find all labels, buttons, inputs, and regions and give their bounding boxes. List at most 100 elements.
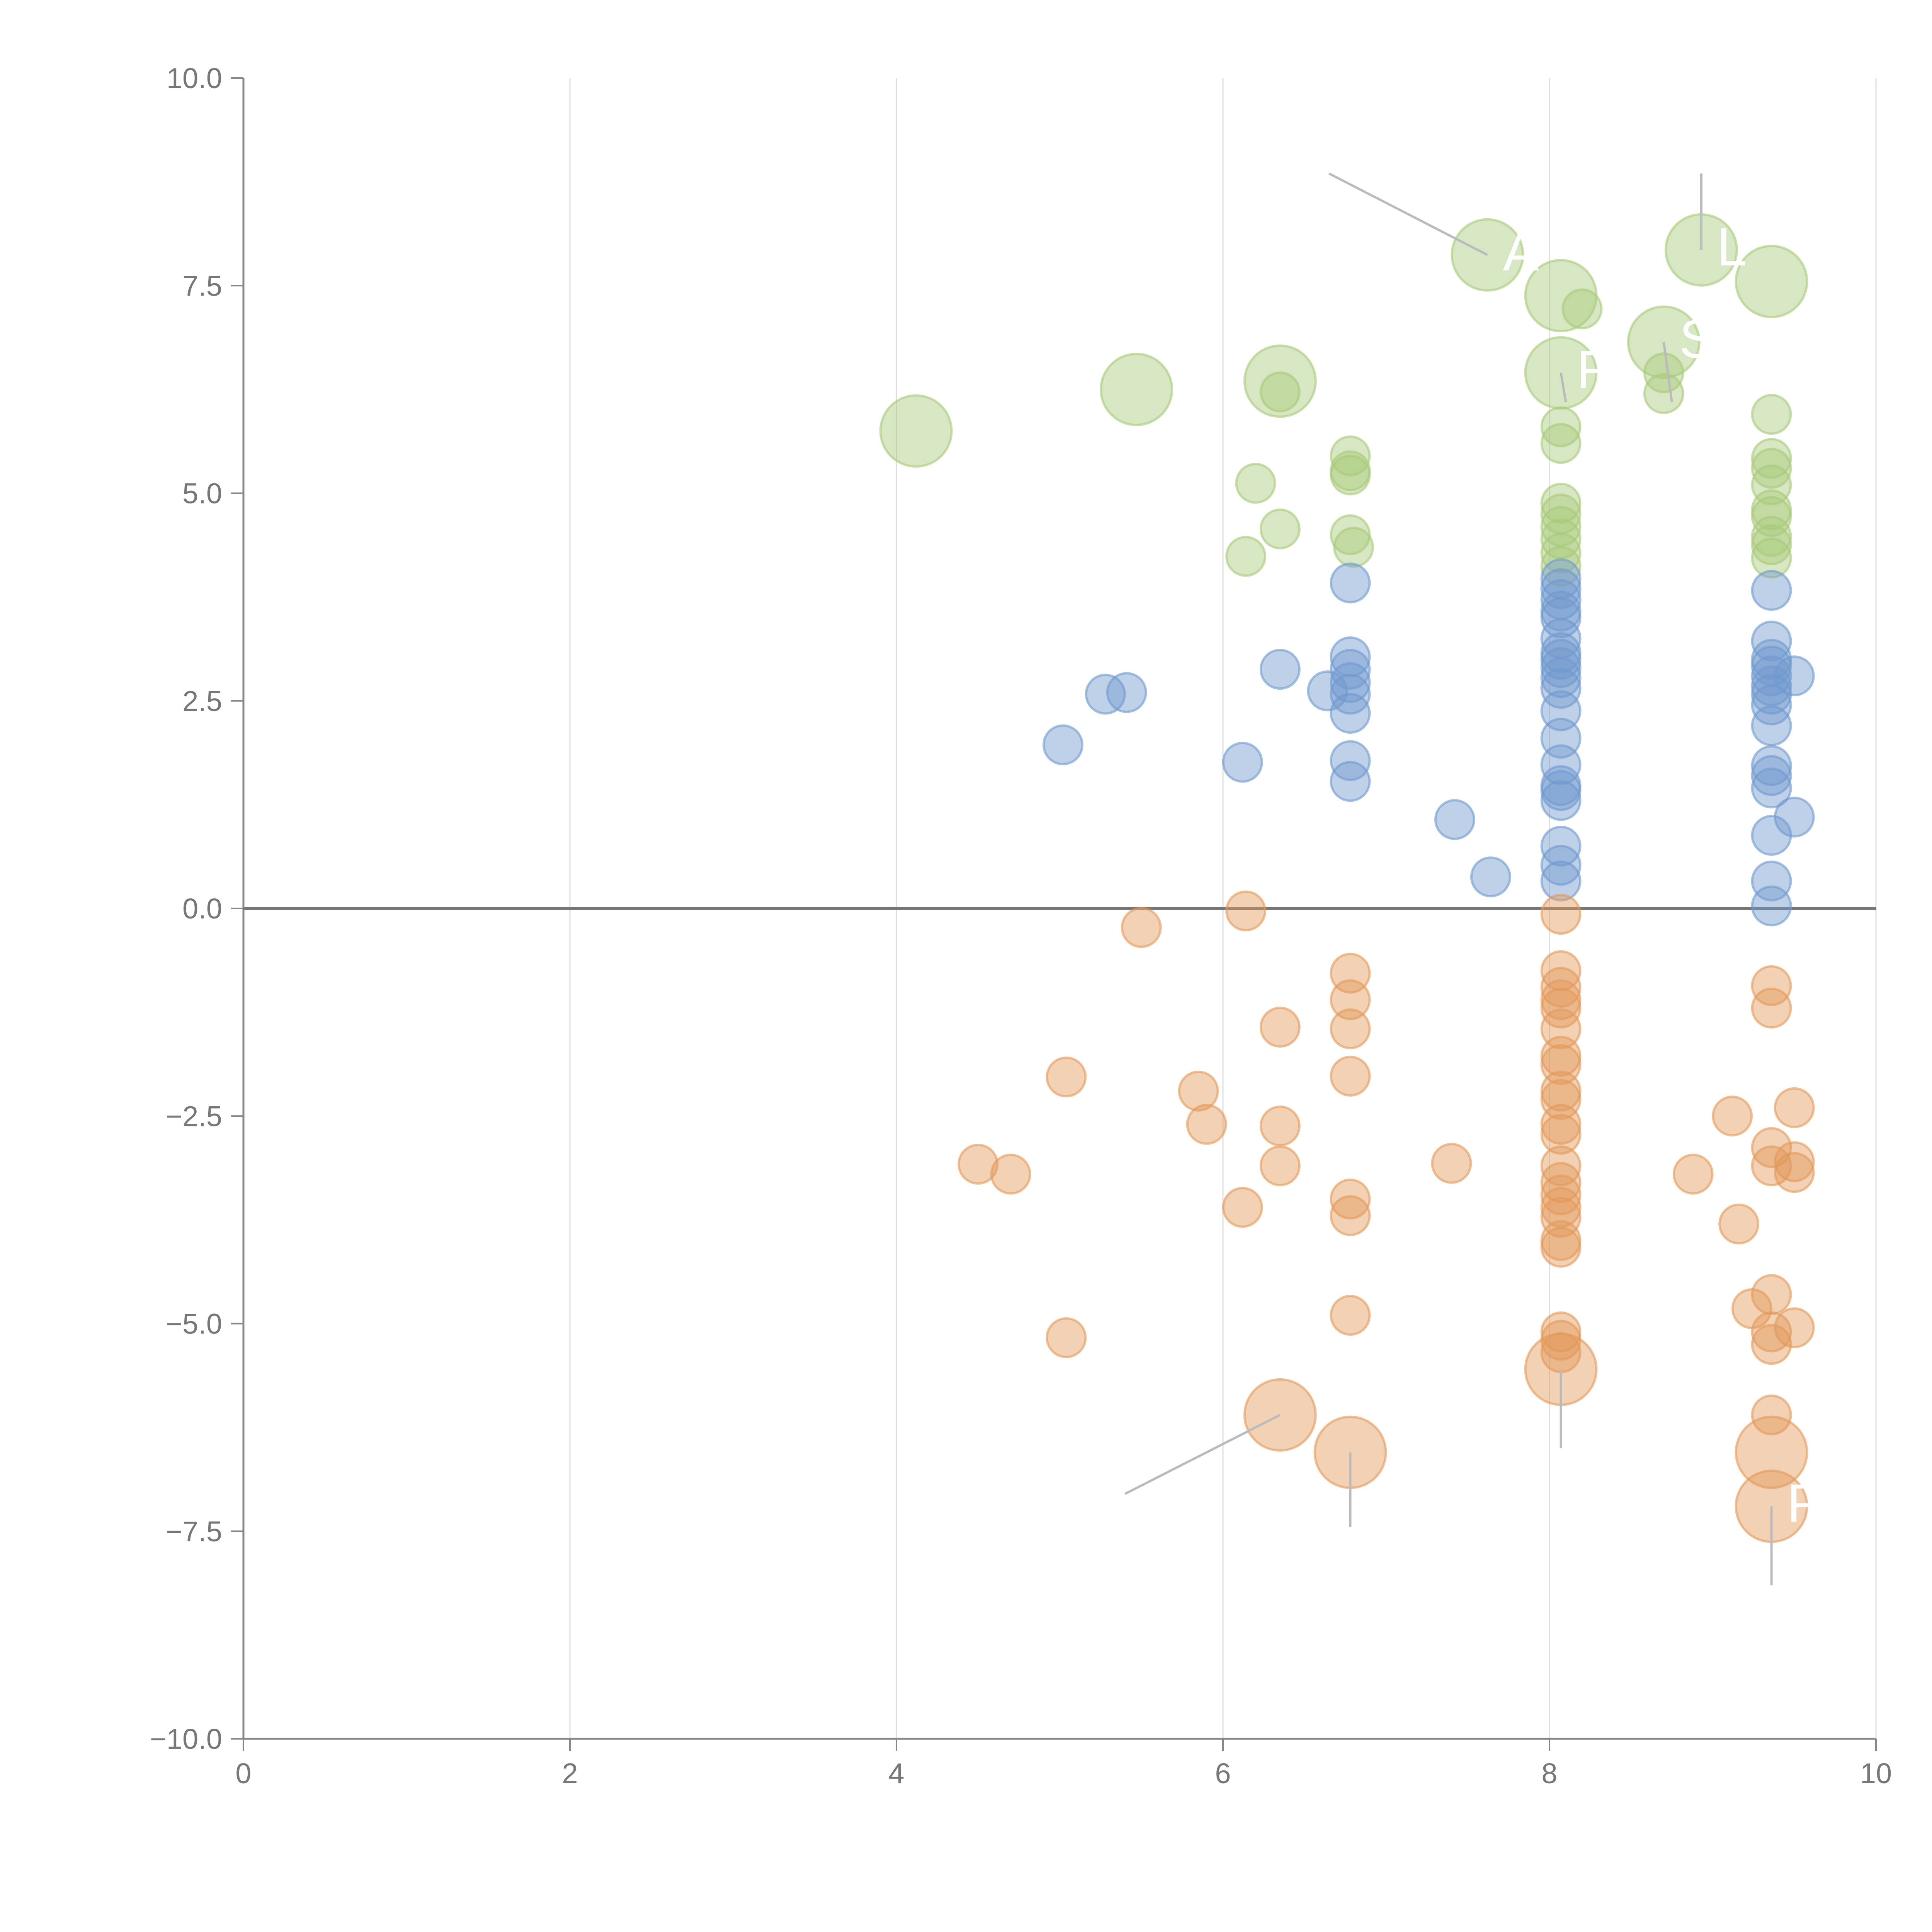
data-point-green xyxy=(1259,371,1301,413)
data-point-orange xyxy=(1540,967,1582,1008)
data-point-blue xyxy=(1540,770,1582,811)
data-point-green xyxy=(1751,464,1792,506)
x-tick-label: 2 xyxy=(562,1757,578,1789)
data-point-orange xyxy=(1225,890,1267,932)
data-point-orange xyxy=(1222,1187,1263,1228)
data-point-orange xyxy=(1540,950,1582,992)
data-point-green xyxy=(1540,423,1582,464)
annotation-label: F xyxy=(1577,339,1610,400)
data-point-blue xyxy=(1751,755,1792,796)
data-point-orange xyxy=(1330,979,1371,1020)
data-point-orange xyxy=(1330,1179,1371,1220)
data-point-blue xyxy=(1751,861,1792,902)
annotation-label: P xyxy=(1787,1473,1823,1533)
data-point-blue xyxy=(1330,692,1371,734)
data-point-green xyxy=(1643,373,1684,414)
data-point-orange xyxy=(1672,1153,1714,1195)
data-point-blue xyxy=(1259,649,1301,690)
data-point-orange xyxy=(1330,1295,1371,1336)
data-point-orange xyxy=(1540,1162,1582,1203)
data-point-blue xyxy=(1330,740,1371,781)
data-point-green xyxy=(1540,406,1582,447)
annotation-leader-line xyxy=(1560,372,1567,402)
data-point-orange xyxy=(1046,1317,1087,1359)
data-point-blue xyxy=(1751,885,1792,927)
data-point-blue xyxy=(1751,745,1792,786)
data-point-orange xyxy=(1540,1226,1582,1268)
data-point-blue xyxy=(1540,568,1582,609)
axes: 10.0 7.5 5.0 2.5 0.0 −2.5 −5.0 −7.5 −10.0 0 2 4 6 8 10 xyxy=(150,62,1892,1789)
data-point-orange xyxy=(1330,1008,1371,1049)
data-point-orange xyxy=(1540,894,1582,935)
data-point-orange xyxy=(1540,1197,1582,1238)
data-points xyxy=(879,213,1815,1543)
y-tick-label: 5.0 xyxy=(182,478,222,510)
data-point-blue xyxy=(1540,861,1582,902)
annotation-leader-line xyxy=(1328,172,1488,256)
y-tick-label: −5.0 xyxy=(166,1308,222,1340)
data-point-blue xyxy=(1330,662,1371,703)
data-point-green xyxy=(1330,454,1371,496)
data-point-blue xyxy=(1330,562,1371,604)
data-point-blue xyxy=(1751,767,1792,809)
data-point-blue xyxy=(1540,647,1582,688)
data-point-orange xyxy=(1540,1174,1582,1216)
data-point-blue xyxy=(1540,780,1582,821)
data-point-orange xyxy=(1431,1143,1472,1184)
data-point-orange xyxy=(1774,1141,1815,1182)
data-point-blue xyxy=(1085,673,1126,715)
x-tick-label: 4 xyxy=(888,1757,904,1789)
data-point-orange xyxy=(1540,1104,1582,1145)
data-point-green xyxy=(1333,527,1374,568)
data-point-orange xyxy=(1259,1145,1301,1187)
data-point-blue xyxy=(1540,668,1582,709)
data-point-blue xyxy=(1751,705,1792,747)
data-point-blue xyxy=(1470,856,1511,898)
data-point-green xyxy=(1225,536,1267,577)
data-point-orange xyxy=(1330,1195,1371,1236)
data-point-orange xyxy=(1751,1394,1792,1435)
x-tick-label: 0 xyxy=(235,1757,251,1789)
data-point-blue xyxy=(1042,724,1083,765)
data-point-green xyxy=(1100,352,1173,426)
data-point-orange xyxy=(1259,1105,1301,1147)
data-point-green xyxy=(1751,537,1792,579)
data-point-green xyxy=(1235,463,1276,504)
data-point-green xyxy=(1561,288,1603,330)
data-point-orange xyxy=(1540,1114,1582,1155)
data-point-orange xyxy=(1774,1152,1815,1193)
y-tick-label: −2.5 xyxy=(166,1100,222,1132)
data-point-green xyxy=(1540,546,1582,587)
data-point-orange xyxy=(1712,1095,1753,1137)
data-point-orange xyxy=(1774,1087,1815,1128)
data-point-orange xyxy=(1330,1056,1371,1097)
data-point-orange xyxy=(1121,907,1162,948)
data-point-orange xyxy=(1178,1070,1219,1112)
data-point-orange xyxy=(1751,987,1792,1029)
data-point-blue xyxy=(1751,570,1792,611)
annotation-label: L xyxy=(1717,216,1747,277)
data-point-green xyxy=(1735,245,1808,318)
data-point-green xyxy=(1751,394,1792,435)
annotation-label: S xyxy=(1679,308,1715,369)
data-point-orange xyxy=(1540,1079,1582,1120)
data-point-blue xyxy=(1330,761,1371,802)
data-point-green xyxy=(879,394,953,468)
x-tick-label: 8 xyxy=(1541,1757,1557,1789)
y-tick-label: 7.5 xyxy=(182,270,222,302)
annotation-leader-line xyxy=(1662,342,1673,402)
data-point-blue xyxy=(1434,799,1475,840)
annotation-leader-line xyxy=(1124,1414,1281,1495)
data-point-orange xyxy=(1046,1056,1087,1098)
annotations: A L F S P xyxy=(1124,172,1823,1585)
data-point-orange xyxy=(1540,987,1582,1029)
x-tick-label: 6 xyxy=(1215,1757,1231,1789)
data-point-blue xyxy=(1106,672,1147,713)
data-point-orange xyxy=(1540,1145,1582,1187)
data-point-green xyxy=(1751,524,1792,565)
data-point-blue xyxy=(1540,845,1582,886)
data-point-green xyxy=(1643,352,1684,393)
data-point-blue xyxy=(1540,657,1582,698)
data-point-orange xyxy=(957,1143,999,1185)
